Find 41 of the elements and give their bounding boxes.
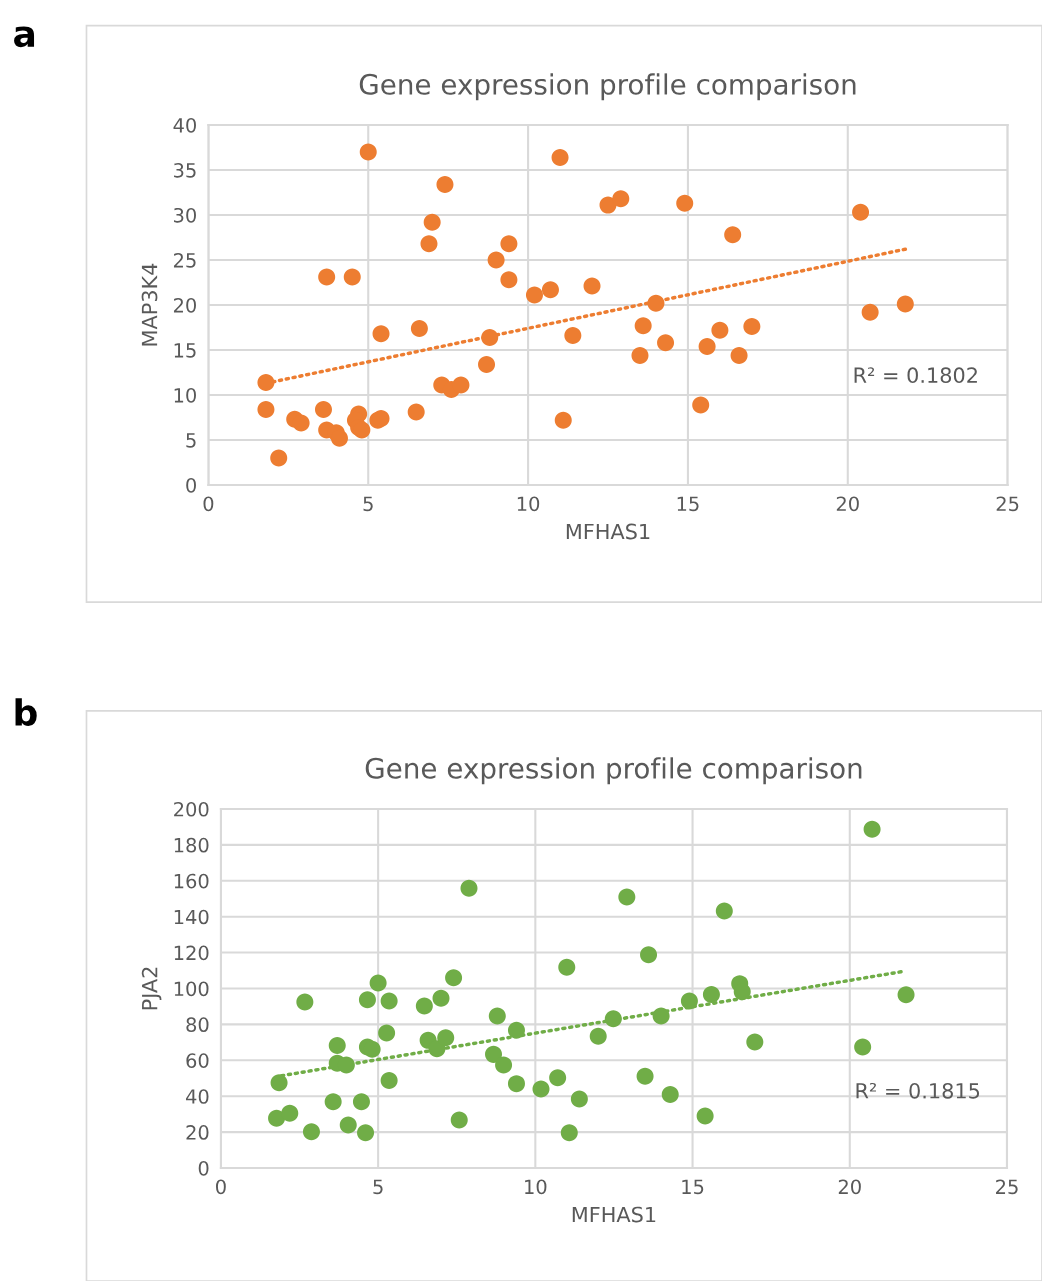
annotation: R² = 0.1802 — [854, 367, 977, 384]
x-tick-label: 15 — [682, 1179, 704, 1195]
x-tick-label: 0 — [216, 1179, 226, 1195]
y-axis-title: PJA2 — [141, 967, 162, 1010]
x-tick-label: 25 — [996, 1179, 1018, 1195]
y-axis-title: MAP3K4 — [141, 263, 158, 346]
chart-title: Gene expression profile comparison — [359, 73, 856, 101]
y-tick-label: 60 — [186, 1053, 209, 1068]
y-tick-label: 15 — [174, 343, 196, 358]
y-tick-label: 25 — [173, 252, 196, 268]
y-tick-label: 140 — [174, 909, 209, 925]
y-tick-label: 30 — [174, 207, 196, 223]
y-tick-label: 40 — [186, 1089, 209, 1104]
x-tick-label: 10 — [525, 1179, 547, 1195]
y-tick-label: 120 — [174, 945, 209, 961]
y-tick-label: 200 — [174, 801, 209, 817]
y-tick-label: 180 — [174, 837, 209, 853]
y-tick-label: 20 — [173, 297, 196, 313]
x-tick-label: 15 — [677, 496, 699, 512]
x-tick-label: 5 — [363, 496, 373, 512]
x-tick-label: 10 — [517, 496, 540, 512]
annotation: R² = 0.1815 — [856, 1082, 980, 1099]
x-axis-title: MFHAS1 — [566, 523, 650, 540]
text: a — [14, 26, 35, 48]
y-tick-label: 10 — [174, 387, 196, 403]
x-axis-title: MFHAS1 — [572, 1206, 656, 1223]
y-tick-label: 0 — [186, 477, 196, 493]
y-tick-label: 20 — [186, 1125, 209, 1140]
text: b — [15, 698, 37, 727]
x-tick-label: 25 — [996, 496, 1019, 512]
x-tick-label: 20 — [838, 1179, 861, 1195]
x-tick-label: 5 — [373, 1179, 383, 1195]
y-tick-label: 160 — [174, 873, 209, 889]
chart-title: Gene expression profile comparison — [365, 757, 862, 785]
x-tick-label: 20 — [836, 496, 859, 512]
y-tick-label: 80 — [186, 1017, 209, 1033]
y-tick-label: 100 — [174, 981, 209, 997]
y-tick-label: 0 — [198, 1160, 209, 1176]
y-tick-label: 40 — [173, 117, 196, 133]
y-tick-label: 35 — [174, 162, 196, 178]
y-tick-label: 5 — [186, 433, 196, 448]
